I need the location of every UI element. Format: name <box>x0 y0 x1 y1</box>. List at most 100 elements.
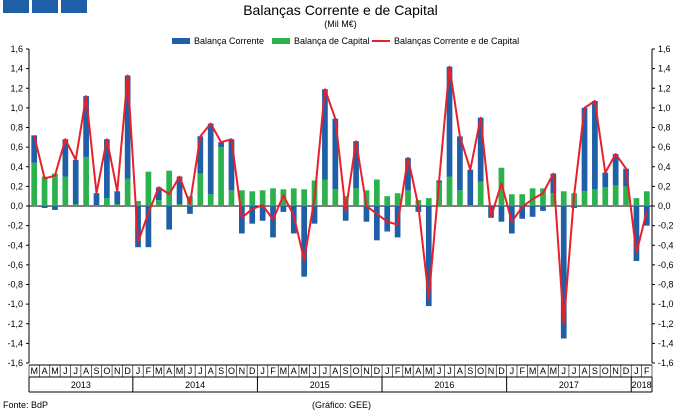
x-tick-label: J <box>561 366 566 376</box>
bar-capital <box>301 189 308 206</box>
bar-capital <box>508 194 515 206</box>
bar-current <box>311 206 318 224</box>
footer-credit: (Gráfico: GEE) <box>312 400 372 410</box>
bar-current <box>145 206 152 248</box>
x-tick-label: A <box>208 366 214 376</box>
y-tick-label-left: -1,4 <box>7 338 23 348</box>
bar-capital <box>290 188 297 206</box>
bar-capital <box>104 198 110 206</box>
bar-current <box>353 141 359 189</box>
bar-current <box>31 135 38 163</box>
bar-capital <box>633 198 640 206</box>
bar-capital <box>270 188 276 206</box>
x-tick-label: J <box>188 366 193 376</box>
bar-capital <box>425 198 432 206</box>
bar-capital <box>612 185 619 206</box>
bar-current <box>342 206 349 221</box>
bar-current <box>592 101 598 190</box>
bar-capital <box>540 188 546 206</box>
bar-capital <box>41 176 48 206</box>
bar-current <box>623 168 629 187</box>
x-tick-label: J <box>572 366 577 376</box>
bar-capital <box>176 204 183 206</box>
y-tick-label-right: -0,6 <box>658 260 674 270</box>
bar-capital <box>560 191 567 206</box>
x-tick-label: J <box>510 366 515 376</box>
bar-capital <box>529 188 536 206</box>
y-tick-label-left: -0,6 <box>7 260 23 270</box>
chart-subtitle: (Mil M€) <box>324 19 357 29</box>
x-tick-label: J <box>385 366 390 376</box>
bar-current <box>280 206 287 212</box>
bar-capital <box>602 187 609 206</box>
y-tick-label-right: 1,0 <box>658 103 671 113</box>
x-tick-label: S <box>93 366 99 376</box>
bar-capital <box>62 176 69 206</box>
y-tick-label-right: 1,6 <box>658 44 671 54</box>
bar-current <box>114 191 121 205</box>
bar-current <box>270 206 276 238</box>
x-tick-label: M <box>30 366 38 376</box>
bar-current <box>218 142 224 148</box>
y-tick-label-left: 1,4 <box>10 64 23 74</box>
bar-capital <box>166 170 173 206</box>
y-tick-label-right: -1,0 <box>658 299 674 309</box>
x-tick-label: J <box>323 366 328 376</box>
y-tick-label-right: 1,2 <box>658 83 671 93</box>
legend-label-capital: Balança de Capital <box>294 36 370 46</box>
x-tick-label: F <box>644 366 650 376</box>
bar-current <box>529 206 536 217</box>
bar-current <box>560 206 567 339</box>
footer-source: Fonte: BdP <box>3 400 49 410</box>
bar-capital <box>135 201 141 206</box>
x-tick-label: S <box>592 366 598 376</box>
bar-current <box>52 206 58 210</box>
bar-current <box>446 66 453 177</box>
bar-capital <box>519 194 526 206</box>
x-tick-label: A <box>457 366 463 376</box>
bar-current <box>239 206 245 234</box>
year-label: 2013 <box>71 380 91 390</box>
y-tick-label-right: -1,6 <box>658 358 674 368</box>
y-tick-label-right: -1,4 <box>658 338 674 348</box>
bar-capital <box>550 193 557 206</box>
legend-swatch-combined <box>372 40 390 42</box>
x-tick-label: J <box>437 366 442 376</box>
bar-current <box>228 139 235 191</box>
x-tick-label: M <box>529 366 537 376</box>
x-tick-label: J <box>198 366 203 376</box>
bar-capital <box>218 147 224 206</box>
bar-capital <box>488 205 494 206</box>
x-tick-label: A <box>83 366 89 376</box>
x-tick-label: M <box>176 366 184 376</box>
bar-current <box>540 206 546 211</box>
bar-capital <box>145 171 152 206</box>
y-tick-label-right: -0,4 <box>658 240 674 250</box>
bar-current <box>322 89 328 180</box>
y-tick-label-left: 0,2 <box>10 181 23 191</box>
y-tick-label-left: 0,6 <box>10 142 23 152</box>
bar-current <box>62 139 69 177</box>
bar-current <box>498 206 505 222</box>
bar-current <box>124 75 131 179</box>
header-block-2 <box>32 0 58 13</box>
bar-current <box>259 206 266 221</box>
y-tick-label-left: 1,2 <box>10 83 23 93</box>
legend-label-current: Balança Corrente <box>194 36 265 46</box>
legend-label-combined: Balanças Corrente e de Capital <box>394 36 520 46</box>
x-tick-label: A <box>291 366 297 376</box>
bar-current <box>384 206 391 232</box>
x-tick-label: D <box>623 366 630 376</box>
bar-capital <box>436 182 442 206</box>
bar-current <box>519 206 526 219</box>
x-tick-label: N <box>488 366 495 376</box>
legend-current-account: Balança Corrente <box>172 36 264 46</box>
bar-capital <box>477 181 484 206</box>
year-label: 2018 <box>632 380 652 390</box>
bar-current <box>602 172 609 188</box>
x-tick-label: A <box>582 366 588 376</box>
bar-capital <box>342 196 349 206</box>
x-tick-label: A <box>166 366 172 376</box>
bar-capital <box>592 189 598 206</box>
